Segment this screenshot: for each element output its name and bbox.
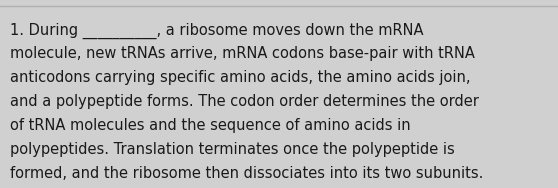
Text: molecule, new tRNAs arrive, mRNA codons base-pair with tRNA: molecule, new tRNAs arrive, mRNA codons … xyxy=(10,46,475,61)
Text: and a polypeptide forms. The codon order determines the order: and a polypeptide forms. The codon order… xyxy=(10,94,479,109)
Text: anticodons carrying specific amino acids, the amino acids join,: anticodons carrying specific amino acids… xyxy=(10,70,470,85)
Text: formed, and the ribosome then dissociates into its two subunits.: formed, and the ribosome then dissociate… xyxy=(10,166,483,181)
Text: 1. During __________, a ribosome moves down the mRNA: 1. During __________, a ribosome moves d… xyxy=(10,23,424,39)
Text: of tRNA molecules and the sequence of amino acids in: of tRNA molecules and the sequence of am… xyxy=(10,118,411,133)
Text: polypeptides. Translation terminates once the polypeptide is: polypeptides. Translation terminates onc… xyxy=(10,142,455,157)
